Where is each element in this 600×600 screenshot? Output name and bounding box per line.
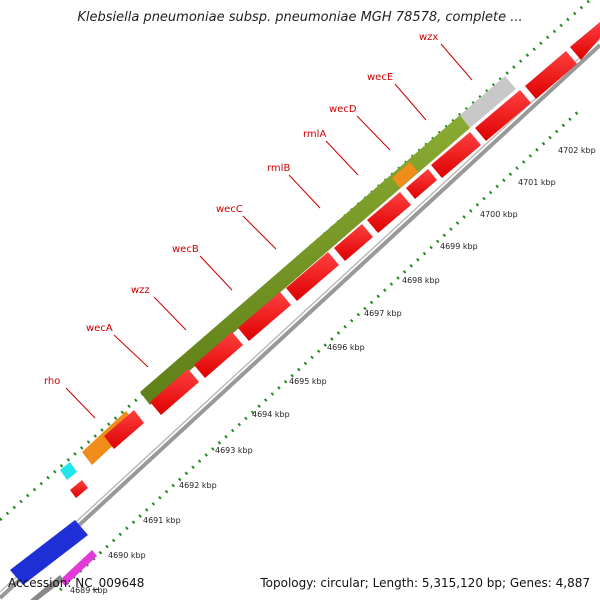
- kbp-tick-label: 4697 kbp: [364, 309, 402, 318]
- kbp-tick-label: 4698 kbp: [402, 276, 440, 285]
- cds-arrow[interactable]: [570, 22, 600, 60]
- polysaccharide-cluster[interactable]: [140, 115, 470, 405]
- gene-label-wzz[interactable]: wzz: [131, 285, 150, 296]
- cds-arrow[interactable]: [70, 480, 88, 498]
- kbp-tick-label: 4702 kbp: [558, 146, 596, 155]
- cds-arrow[interactable]: [194, 332, 243, 378]
- cds-arrow[interactable]: [525, 51, 577, 99]
- backbone-line-inner: [0, 38, 600, 593]
- cds-arrow[interactable]: [150, 369, 199, 415]
- genome-stats: Topology: circular; Length: 5,315,120 bp…: [260, 576, 590, 590]
- gene-label-wecC[interactable]: wecC: [216, 204, 243, 215]
- kbp-tick-label: 4699 kbp: [440, 242, 478, 251]
- cds-arrow[interactable]: [367, 192, 411, 233]
- lower-features: [10, 520, 97, 600]
- kbp-tick-label: 4701 kbp: [518, 178, 556, 187]
- magenta-feature[interactable]: [60, 550, 97, 586]
- gene-label-wzx[interactable]: wzx: [419, 32, 438, 43]
- kbp-tick-label: 4696 kbp: [327, 343, 365, 352]
- grey-lower-feature[interactable]: [30, 575, 64, 600]
- kbp-tick-label: 4692 kbp: [179, 481, 217, 490]
- gene-label-rmlB[interactable]: rmlB: [267, 163, 290, 174]
- gene-label-rho[interactable]: rho: [44, 376, 60, 387]
- gene-label-rmlA[interactable]: rmlA: [303, 129, 326, 140]
- cds-arrow[interactable]: [104, 410, 144, 449]
- rho-leader: [65, 387, 96, 419]
- kbp-tick-label: 4695 kbp: [289, 377, 327, 386]
- gene-label-wecD[interactable]: wecD: [329, 104, 357, 115]
- wecB-leader: [199, 255, 233, 291]
- cds-arrow[interactable]: [238, 292, 291, 341]
- rmlB-leader: [288, 174, 321, 209]
- kbp-tick-label: 4690 kbp: [108, 551, 146, 560]
- wecC-leader: [242, 215, 277, 250]
- map-title: Klebsiella pneumoniae subsp. pneumoniae …: [77, 10, 523, 25]
- wecD-leader: [356, 115, 391, 151]
- blue-feature[interactable]: [10, 520, 88, 585]
- gene-label-wecB[interactable]: wecB: [172, 244, 199, 255]
- cyan-feature[interactable]: [60, 462, 77, 480]
- cds-track: [70, 22, 600, 498]
- backbone-line-outer: [0, 43, 600, 600]
- kbp-tick-label: 4694 kbp: [252, 410, 290, 419]
- kbp-tick-label: 4689 kbp: [70, 586, 108, 595]
- kbp-tick-label: 4700 kbp: [480, 210, 518, 219]
- accession-label: Accession: NC_009648: [8, 576, 145, 590]
- cds-arrow[interactable]: [431, 132, 481, 178]
- wzx-leader: [440, 43, 473, 81]
- kbp-tick-label: 4693 kbp: [215, 446, 253, 455]
- kbp-scale: 4689 kbp 4690 kbp 4691 kbp 4692 kbp 4693…: [70, 146, 596, 595]
- cds-arrow[interactable]: [286, 252, 339, 301]
- cds-arrow[interactable]: [475, 90, 531, 141]
- backbone: [0, 38, 600, 600]
- orange-small-feature[interactable]: [392, 162, 418, 188]
- rmlA-leader: [325, 140, 359, 176]
- gene-label-wecE[interactable]: wecE: [367, 72, 393, 83]
- cds-arrow[interactable]: [406, 169, 437, 199]
- gene-labels: rho wecA wzz wecB wecC rmlB rmlA wecD we…: [44, 32, 473, 419]
- wzz-leader: [153, 296, 187, 331]
- wzx-feature[interactable]: [460, 76, 516, 128]
- wecA-leader: [113, 334, 149, 368]
- inner-tick-ring: [58, 108, 582, 592]
- gene-label-wecA[interactable]: wecA: [86, 323, 113, 334]
- kbp-tick-label: 4691 kbp: [143, 516, 181, 525]
- inner-dots: [58, 108, 582, 592]
- wecE-leader: [394, 83, 427, 121]
- cds-arrow[interactable]: [334, 224, 373, 261]
